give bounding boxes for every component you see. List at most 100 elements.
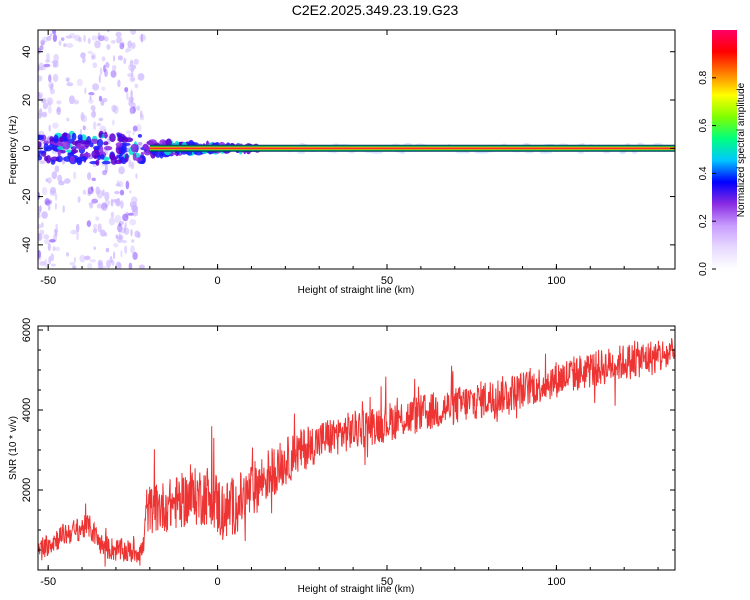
spectrogram-noise-blob [122,213,129,222]
spectrogram-noise-blob [130,161,135,170]
colorbar-tick-label: 0.6 [698,118,709,132]
spectrogram-band-blob [71,132,77,141]
spectrogram-band-blob [56,155,63,163]
colorbar-tick-label: 0.8 [698,70,709,84]
spectrogram-band-blob [97,154,102,161]
spectrogram-noise-blob [60,37,65,41]
spectrogram-noise-blob [128,64,131,71]
spectrogram-noise-blob [133,58,139,65]
spectrogram-band-blob [114,159,123,164]
spectrogram-noise-blob [103,64,106,73]
spectrogram-chart: -50 0 50 100 -40 -20 0 20 40 Height of straight… [8,29,747,296]
spectrogram-noise-blob [90,52,97,61]
chart-title: C2E2.2025.349.23.19.G23 [291,2,459,18]
spectrogram-noise-blob [131,201,137,208]
spectrogram-noise-blob [91,198,99,204]
spectrogram-noise-blob [129,201,133,208]
spectrogram-noise-blob [44,238,51,245]
spectrogram-band-blob [59,136,63,143]
spectrogram-noise-blob [118,222,121,227]
spectrogram-noise-blob [106,44,111,50]
spectrogram-noise-blob [52,122,59,129]
spectrogram-noise-blob [48,74,52,83]
spectrogram-noise-blob [99,67,103,76]
spectrogram-plot-frame [37,29,676,270]
spectrogram-noise-blob [125,130,132,134]
spectrogram-noise-blob [101,202,106,210]
spectrogram-noise-blob [49,33,53,37]
spectrogram-noise-blob [130,67,135,72]
spectrogram-noise-blob [38,108,43,117]
spectrogram-band-blob [84,139,91,148]
spectrogram-band-blob [89,142,94,148]
spectrogram-band-blob [66,149,72,153]
spectrogram-noise-blob [124,222,128,227]
spectrogram-noise-blob [84,255,91,261]
spectrogram-noise-blob [39,160,46,165]
spectrogram-noise-blob [137,141,143,146]
y-tick-label: 4000 [21,398,33,422]
spectrogram-noise-blob [130,245,135,254]
spectrogram-noise-blob [97,223,102,233]
spectrogram-noise-blob [39,66,47,71]
spectrogram-noise-blob [39,261,46,266]
colorbar-ticks: 0.0 0.2 0.4 0.6 0.8 [698,70,716,276]
spectrogram-noise-blob [91,35,98,41]
spectrogram-noise-blob [110,211,115,219]
spectrogram-noise-blob [55,246,60,252]
spectrogram-noise-blob [115,183,121,187]
spectrogram-noise-blob [95,186,100,195]
x-tick-label: 0 [215,576,221,588]
spectrogram-noise-blob [41,211,48,219]
spectrogram-band-blob [148,139,157,145]
spectrogram-noise-blob [46,97,54,106]
spectrogram-noise-blob [40,97,47,104]
spectrogram-band-blob [103,141,109,146]
spectrogram-noise-blob [101,202,108,211]
spectrogram-noise-blob [50,253,55,262]
snr-x-ticks: -50 0 50 100 [40,326,659,588]
colorbar-label: Normalized spectral amplitude [736,82,747,217]
spectrogram-noise-blob [104,68,108,77]
spectrogram-x-axis-label: Height of straight line (km) [298,285,415,296]
x-tick-label: 100 [547,576,565,588]
spectrogram-noise-blob [132,125,138,132]
spectrogram-noise-blob [49,84,54,91]
y-tick-label: -40 [21,237,33,253]
spectrogram-noise-blob [115,31,122,38]
spectrogram-noise-blob [46,35,52,41]
spectrogram-noise-blob [125,49,129,53]
spectrogram-noise-blob [89,95,92,101]
spectrogram-band-blob [43,143,49,152]
snr-series-line [38,338,675,567]
spectrogram-noise-blob [84,87,87,94]
spectrogram-noise-blob [82,125,86,131]
spectrogram-noise-blob [48,124,51,132]
spectrogram-band-blob [103,146,113,151]
spectrogram-band-blob [99,133,103,138]
spectrogram-noise-blob [86,220,92,228]
spectrogram-band-blob [135,157,143,162]
spectrogram-band-blob [80,156,88,162]
spectrogram-noise-blob [48,256,52,265]
spectrogram-noise-blob [119,189,125,196]
spectrogram-noise-blob [117,79,121,88]
spectrogram-noise-blob [38,224,42,229]
y-tick-label: -20 [21,189,33,205]
spectrogram-noise-blob [102,189,105,196]
spectrogram-noise-blob [119,42,125,50]
x-tick-label: 50 [381,275,393,287]
spectrogram-noise-blob [113,251,116,260]
spectrogram-noise-blob [51,60,59,64]
spectrogram-noise-blob [38,75,43,82]
spectrogram-band-blob [38,134,44,141]
spectrogram-noise-blob [89,202,94,209]
spectrogram-noise-blob [38,212,41,219]
snr-y-axis-label: SNR (10 * v/v) [8,416,19,480]
spectrogram-noise-blob [128,262,133,269]
spectrogram-noise-blob [130,229,133,237]
spectrogram-noise-blob [128,159,132,169]
spectrogram-noise-blob [98,117,104,122]
spectrogram-noise-blob [129,107,134,115]
spectrogram-noise-blob [130,89,133,98]
